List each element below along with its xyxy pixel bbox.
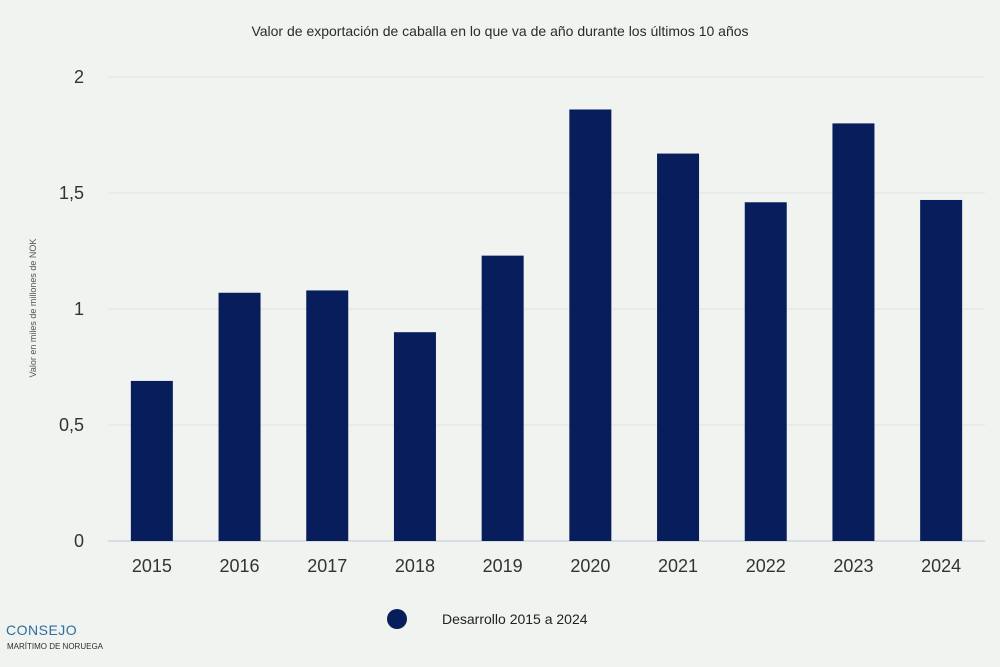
- x-tick-label: 2018: [395, 556, 435, 576]
- x-tick-label: 2024: [921, 556, 961, 576]
- x-tick-label: 2017: [307, 556, 347, 576]
- x-axis-ticks: 2015 2016 2017 2018 2019 2020 2021 2022 2023 2024: [132, 556, 961, 576]
- legend: Desarrollo 2015 a 2024: [387, 609, 588, 629]
- x-tick-label: 2016: [220, 556, 260, 576]
- bar-2024: [920, 199, 963, 541]
- bars: [130, 109, 963, 542]
- x-tick-label: 2023: [833, 556, 873, 576]
- y-axis-label: Valor en miles de millones de NOK: [28, 239, 38, 378]
- bar-2019: [481, 255, 524, 541]
- bar-2020: [569, 109, 612, 541]
- y-tick-label: 1: [74, 299, 84, 319]
- y-tick-label: 1,5: [59, 183, 84, 203]
- y-axis-ticks: 0 0,5 1 1,5 2: [59, 67, 84, 551]
- chart-title: Valor de exportación de caballa en lo qu…: [251, 23, 748, 39]
- x-tick-label: 2019: [483, 556, 523, 576]
- legend-marker: [387, 609, 407, 629]
- y-tick-label: 0: [74, 531, 84, 551]
- legend-label: Desarrollo 2015 a 2024: [442, 611, 588, 627]
- y-tick-label: 2: [74, 67, 84, 87]
- brand-name: CONSEJO: [6, 622, 78, 638]
- bar-2016: [218, 292, 261, 541]
- bar-2015: [130, 380, 173, 541]
- bar-2017: [306, 290, 349, 541]
- bar-2023: [832, 123, 875, 542]
- bar-2022: [744, 202, 787, 541]
- brand-subtitle: MARÍTIMO DE NORUEGA: [7, 642, 104, 651]
- bar-2018: [393, 332, 436, 541]
- y-tick-label: 0,5: [59, 415, 84, 435]
- bar-2021: [657, 153, 700, 541]
- x-tick-label: 2015: [132, 556, 172, 576]
- x-tick-label: 2020: [570, 556, 610, 576]
- x-tick-label: 2022: [746, 556, 786, 576]
- x-tick-label: 2021: [658, 556, 698, 576]
